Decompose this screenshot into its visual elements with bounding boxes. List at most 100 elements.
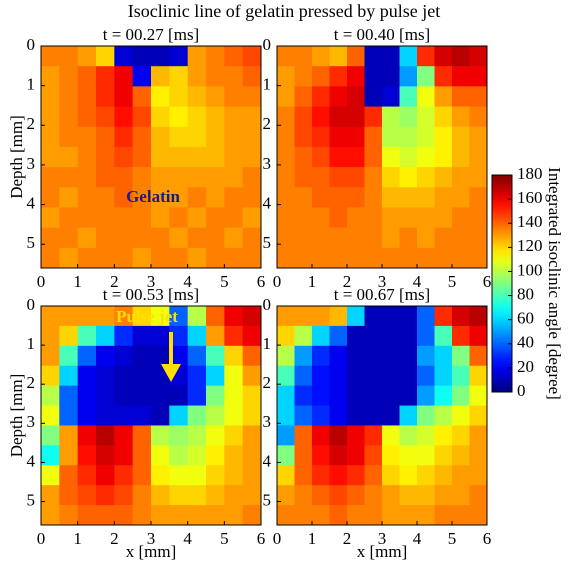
- heatmap-cell: [41, 86, 60, 108]
- heatmap-cell: [114, 106, 134, 128]
- heatmap-cell: [329, 485, 348, 506]
- heatmap-cell: [382, 345, 400, 367]
- heatmap-cell: [96, 46, 115, 67]
- heatmap-cell: [169, 485, 189, 506]
- heatmap-cell: [364, 365, 383, 387]
- heatmap-cell: [151, 465, 170, 486]
- heatmap-cell: [151, 247, 170, 269]
- heatmap-cell: [452, 505, 470, 526]
- y-tick-label: 0: [263, 35, 272, 54]
- heatmap-cell: [114, 167, 134, 188]
- heatmap-cell: [224, 106, 244, 128]
- heatmap-cell: [187, 345, 207, 367]
- heatmap-cell: [224, 485, 244, 506]
- heatmap-cell: [417, 187, 435, 208]
- heatmap-cell: [187, 247, 207, 269]
- heatmap-cell: [96, 247, 115, 269]
- heatmap-cell: [242, 187, 262, 208]
- heatmap-cell: [329, 445, 348, 466]
- heatmap-cell: [329, 385, 348, 407]
- heatmap-cell: [206, 146, 225, 168]
- x-tick-label: 5: [448, 529, 457, 548]
- heatmap-cell: [417, 146, 435, 168]
- heatmap-cell: [169, 187, 189, 208]
- heatmap-cell: [294, 66, 313, 87]
- heatmap-cell: [329, 405, 348, 426]
- heatmap-cell: [224, 167, 244, 188]
- heatmap-cell: [364, 207, 383, 229]
- heatmap-cell: [399, 325, 418, 347]
- heatmap-cell: [399, 306, 418, 327]
- heatmap-cell: [77, 325, 97, 347]
- heatmap-cell: [59, 227, 79, 249]
- heatmap-cell: [452, 247, 470, 269]
- heatmap-cell: [382, 66, 400, 87]
- arrow-head: [161, 364, 181, 382]
- heatmap-cell: [382, 405, 400, 426]
- heatmap-cell: [151, 505, 170, 526]
- heatmap-cell: [224, 207, 244, 229]
- heatmap-cell: [96, 445, 115, 466]
- heatmap-cell: [206, 66, 225, 87]
- heatmap-cell: [312, 325, 330, 347]
- heatmap-cell: [312, 227, 330, 249]
- heatmap-cell: [399, 227, 418, 249]
- heatmap-cell: [277, 66, 295, 87]
- heatmap-cell: [59, 126, 79, 148]
- heatmap-cell: [294, 405, 313, 426]
- heatmap-cell: [114, 345, 134, 367]
- heatmap-cell: [434, 227, 453, 249]
- heatmap-cell: [151, 325, 170, 347]
- heatmap-cell: [469, 86, 488, 108]
- heatmap-cell: [277, 167, 295, 188]
- heatmap-cell: [329, 126, 348, 148]
- heatmap-cell: [452, 465, 470, 486]
- heatmap-cell: [364, 227, 383, 249]
- heatmap-cell: [434, 306, 453, 327]
- heatmap-cell: [77, 405, 97, 426]
- heatmap-cell: [329, 207, 348, 229]
- heatmap-cell: [151, 405, 170, 426]
- heatmap-cell: [41, 425, 60, 446]
- heatmap-cell: [417, 425, 435, 446]
- x-tick-label: 2: [110, 272, 119, 291]
- heatmap-cell: [417, 485, 435, 506]
- heatmap-cell: [169, 345, 189, 367]
- heatmap-cell: [242, 126, 262, 148]
- y-tick-label: 1: [263, 334, 272, 353]
- annotation: Gelatin: [126, 187, 180, 206]
- heatmap-cell: [452, 425, 470, 446]
- y-axis-label: Depth [mm]: [7, 374, 26, 458]
- heatmap-cell: [187, 66, 207, 87]
- heatmap-cell: [114, 207, 134, 229]
- heatmap-cell: [242, 146, 262, 168]
- heatmap-cell: [452, 306, 470, 327]
- y-tick-label: 4: [263, 193, 272, 212]
- heatmap-cell: [96, 167, 115, 188]
- heatmap-cell: [132, 345, 152, 367]
- heatmap-cell: [242, 167, 262, 188]
- heatmap-cell: [242, 425, 262, 446]
- heatmap-cell: [399, 146, 418, 168]
- heatmap-cell: [382, 167, 400, 188]
- heatmap-cell: [242, 365, 262, 387]
- heatmap-cell: [96, 146, 115, 168]
- heatmap-cell: [151, 345, 170, 367]
- heatmap-cell: [77, 306, 97, 327]
- heatmap-cell: [41, 207, 60, 229]
- heatmap-cell: [399, 485, 418, 506]
- heatmap-cell: [294, 106, 313, 128]
- heatmap-cell: [399, 345, 418, 367]
- heatmap-cell: [41, 505, 60, 526]
- heatmap-cell: [452, 46, 470, 67]
- heatmap-cell: [59, 46, 79, 67]
- heatmap-cell: [224, 187, 244, 208]
- y-tick-label: 1: [263, 75, 272, 94]
- heatmap-cell: [277, 325, 295, 347]
- x-tick-label: 0: [37, 272, 46, 291]
- heatmap-cell: [77, 207, 97, 229]
- heatmap-cell: [132, 306, 152, 327]
- heatmap-cell: [151, 106, 170, 128]
- heatmap-cell: [417, 106, 435, 128]
- y-tick-label: 2: [27, 114, 36, 133]
